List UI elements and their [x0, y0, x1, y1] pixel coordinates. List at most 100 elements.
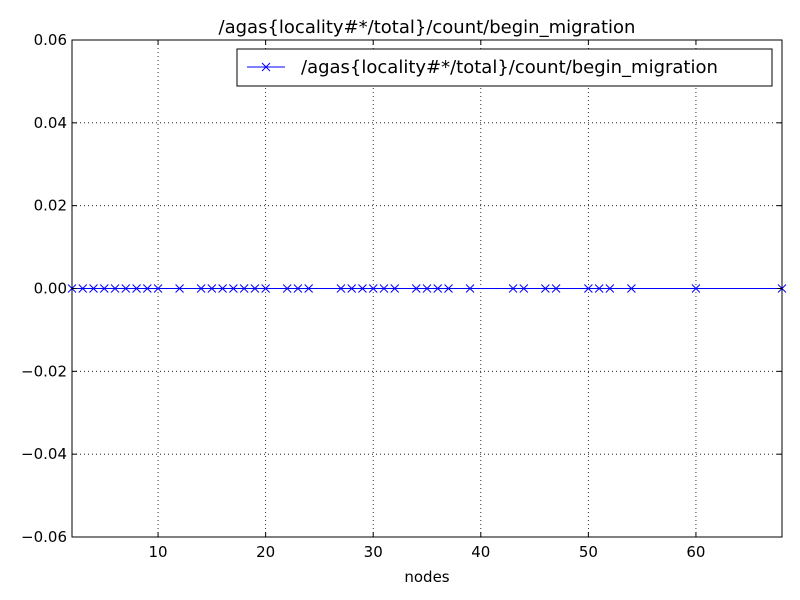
legend-entry-label: /agas{locality#*/total}/count/begin_migr… [301, 57, 718, 78]
data-point-marker [121, 284, 131, 293]
marker-stroke [368, 284, 378, 293]
marker-stroke [422, 284, 432, 293]
marker-stroke [293, 284, 303, 293]
marker-stroke [336, 284, 346, 293]
data-point-marker [368, 284, 378, 293]
data-point-marker [218, 284, 227, 293]
marker-stroke [594, 284, 604, 293]
marker-stroke [282, 284, 292, 293]
data-point-marker [142, 284, 152, 293]
data-point-marker [78, 284, 88, 293]
data-point-marker [282, 284, 292, 293]
data-point-marker [207, 284, 217, 293]
marker-stroke [605, 284, 615, 293]
marker-stroke [99, 284, 109, 293]
marker-stroke [551, 284, 561, 293]
legend-marker-sample [261, 62, 271, 72]
x-axis-label: nodes [404, 568, 449, 586]
marker-stroke [153, 284, 163, 293]
legend-box [236, 48, 773, 87]
data-point-marker [132, 284, 141, 293]
data-point-marker [110, 284, 120, 293]
y-tick-label: −0.04 [21, 445, 67, 463]
data-point-marker [336, 284, 346, 293]
data-point-marker [390, 284, 400, 293]
data-point-marker [691, 284, 701, 293]
marker-stroke [229, 284, 238, 293]
y-tick-label: 0.04 [34, 114, 67, 132]
marker-stroke [465, 284, 475, 293]
marker-stroke [433, 284, 443, 293]
marker-stroke [508, 284, 518, 293]
chart-title: /agas{locality#*/total}/count/begin_migr… [219, 17, 636, 38]
marker-stroke [261, 284, 270, 293]
series-layer [67, 284, 787, 293]
data-point-marker [627, 284, 636, 293]
marker-stroke [89, 284, 98, 293]
data-point-marker [508, 284, 518, 293]
x-tick-label: 10 [149, 543, 168, 561]
x-tick-label: 30 [364, 543, 383, 561]
marker-stroke [627, 284, 636, 293]
data-point-marker [250, 284, 260, 293]
data-point-marker [239, 284, 249, 293]
marker-stroke [250, 284, 260, 293]
data-point-marker [358, 284, 367, 293]
data-point-marker [153, 284, 163, 293]
data-point-marker [422, 284, 432, 293]
marker-stroke [142, 284, 152, 293]
marker-stroke [379, 284, 389, 293]
marker-stroke [121, 284, 131, 293]
marker-stroke [239, 284, 249, 293]
data-point-marker [261, 284, 270, 293]
marker-stroke [261, 62, 271, 72]
data-point-marker [175, 284, 184, 293]
data-point-marker [433, 284, 443, 293]
marker-stroke [304, 284, 314, 293]
data-point-marker [605, 284, 615, 293]
marker-stroke [390, 284, 400, 293]
x-tick-label: 40 [471, 543, 490, 561]
y-tick-label: −0.06 [21, 528, 67, 546]
data-point-marker [594, 284, 604, 293]
marker-stroke [519, 284, 529, 293]
data-point-marker [584, 284, 593, 293]
y-tick-label: −0.02 [21, 362, 67, 380]
marker-stroke [444, 284, 453, 293]
data-point-marker [99, 284, 109, 293]
marker-stroke [132, 284, 141, 293]
data-point-marker [89, 284, 98, 293]
data-point-marker [444, 284, 453, 293]
data-point-marker [465, 284, 475, 293]
x-tick-label: 60 [686, 543, 705, 561]
marker-stroke [78, 284, 88, 293]
marker-stroke [691, 284, 701, 293]
marker-stroke [540, 284, 550, 293]
legend: /agas{locality#*/total}/count/begin_migr… [236, 48, 773, 87]
data-point-marker [196, 284, 206, 293]
marker-stroke [347, 284, 357, 293]
marker-stroke [411, 284, 421, 293]
marker-stroke [358, 284, 367, 293]
data-point-marker [347, 284, 357, 293]
data-point-marker [304, 284, 314, 293]
data-point-marker [519, 284, 529, 293]
data-point-marker [379, 284, 389, 293]
marker-stroke [218, 284, 227, 293]
data-point-marker [229, 284, 238, 293]
data-point-marker [551, 284, 561, 293]
data-point-marker [411, 284, 421, 293]
ticks: 10 20 30 40 50 60 0.06 0.04 0.02 0.00 −0.02 −0.04 −0… [21, 31, 782, 561]
y-tick-label: 0.06 [34, 31, 67, 49]
marker-stroke [110, 284, 120, 293]
y-tick-label: 0.00 [34, 280, 67, 298]
data-point-marker [293, 284, 303, 293]
x-tick-label: 20 [256, 543, 275, 561]
x-tick-label: 50 [579, 543, 598, 561]
marker-stroke [584, 284, 593, 293]
marker-stroke [207, 284, 217, 293]
data-point-marker [540, 284, 550, 293]
y-tick-label: 0.02 [34, 197, 67, 215]
marker-stroke [196, 284, 206, 293]
